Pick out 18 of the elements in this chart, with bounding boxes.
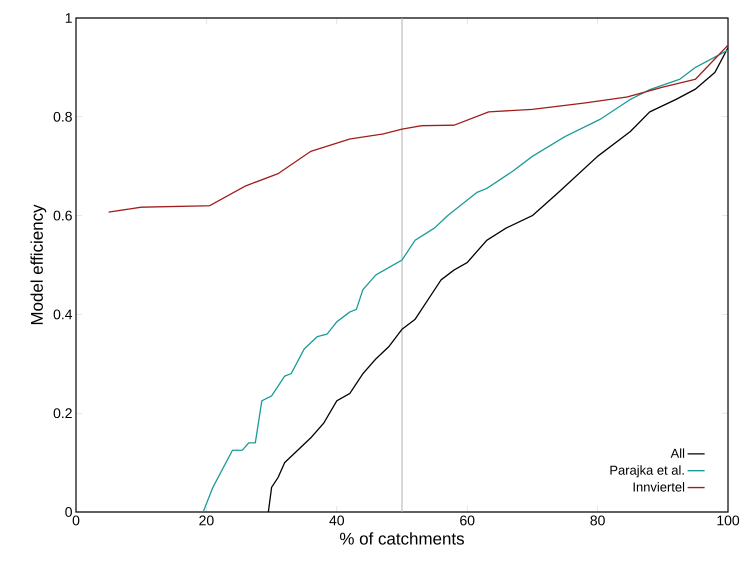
x-tick-label: 40 bbox=[329, 516, 344, 526]
x-tick-label: 100 bbox=[717, 516, 740, 526]
legend-label: Innviertel bbox=[634, 482, 684, 492]
x-axis-title: % of catchments bbox=[340, 532, 464, 545]
y-tick-label: 0.8 bbox=[54, 112, 72, 122]
y-tick-label: 1 bbox=[66, 13, 72, 23]
line-series bbox=[108, 44, 728, 213]
legend-label: All bbox=[670, 448, 684, 458]
y-tick-label: 0.4 bbox=[54, 309, 72, 320]
y-tick-label: 0 bbox=[65, 507, 72, 517]
y-axis-title: Model efficiency bbox=[30, 204, 46, 324]
legend-label: Parajka et al. bbox=[610, 465, 684, 478]
y-tick-label: 0.6 bbox=[54, 210, 72, 221]
x-tick-label: 80 bbox=[590, 516, 605, 526]
x-tick-label: 20 bbox=[199, 516, 214, 526]
x-tick-label: 60 bbox=[460, 516, 474, 526]
x-tick-label: 0 bbox=[72, 516, 80, 526]
y-tick-label: 0.2 bbox=[54, 408, 72, 418]
